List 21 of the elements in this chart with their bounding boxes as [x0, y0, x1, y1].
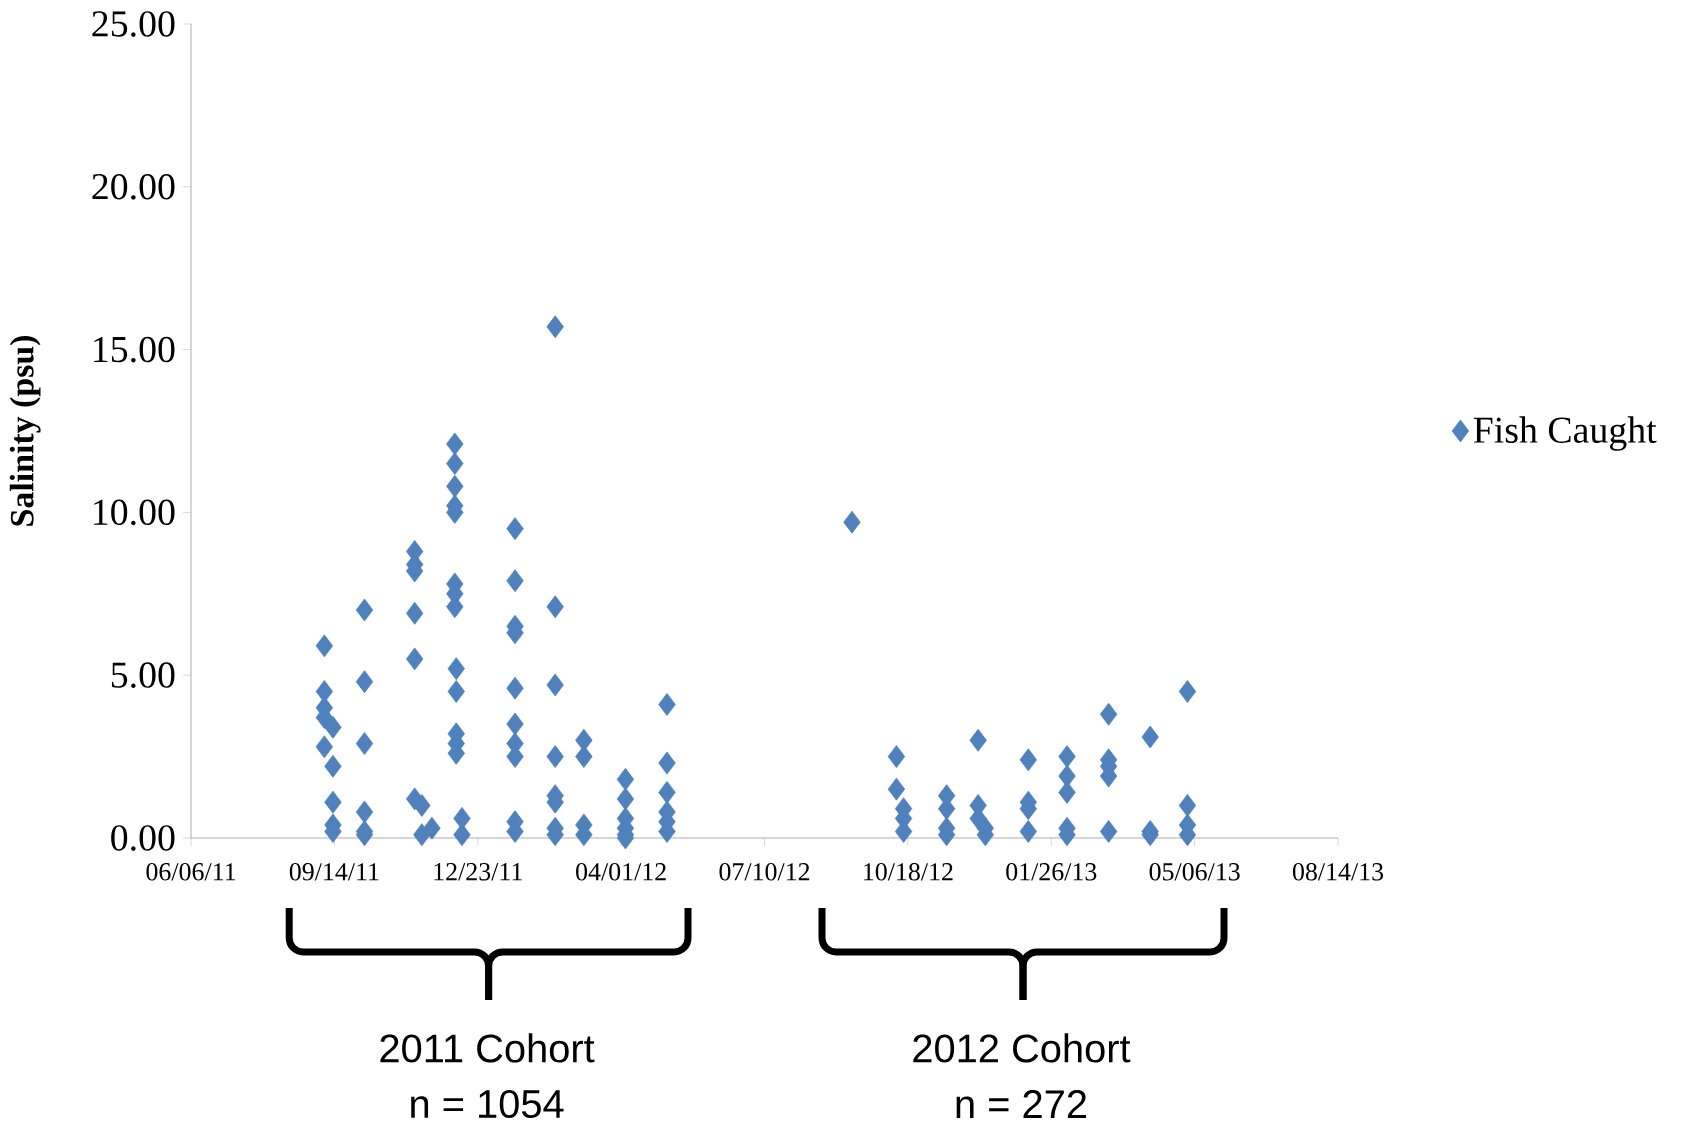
x-tick-label: 08/14/13 — [1292, 863, 1384, 881]
text: n = 1054 — [411, 1089, 564, 1119]
y-tick-label: 25.00 — [92, 11, 175, 37]
y-axis-title: Salinity (psu) — [9, 336, 41, 526]
text: 2012 Cohort — [913, 1033, 1131, 1063]
x-tick-label: 06/06/11 — [146, 863, 236, 881]
text: n = 272 — [956, 1090, 1086, 1118]
x-tick-label: 10/18/12 — [864, 863, 953, 881]
x-tick-label: 09/14/11 — [289, 863, 379, 881]
x-tick-label: 01/26/13 — [1006, 863, 1097, 881]
x-tick-label: 07/10/12 — [719, 863, 810, 881]
y-tick-label: 5.00 — [111, 662, 175, 689]
text: 2011 Cohort — [380, 1033, 595, 1063]
y-tick-label: 10.00 — [94, 499, 175, 526]
y-tick-label: 0.00 — [111, 825, 175, 851]
y-tick-label: 20.00 — [92, 173, 175, 200]
x-tick-label: 12/23/11 — [434, 863, 522, 881]
x-tick-label: 05/06/13 — [1149, 863, 1240, 881]
x-tick-label: 04/01/12 — [576, 863, 666, 881]
legend-label: Fish Caught — [1473, 416, 1657, 451]
y-tick-label: 15.00 — [94, 336, 175, 363]
